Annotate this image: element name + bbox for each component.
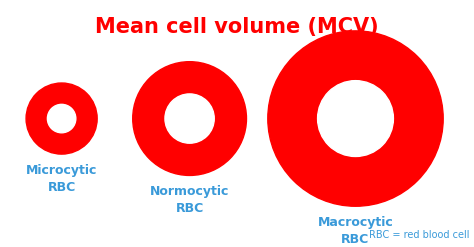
Text: Macrocytic
RBC: Macrocytic RBC — [318, 216, 393, 246]
Ellipse shape — [47, 104, 76, 133]
Ellipse shape — [133, 62, 246, 175]
Ellipse shape — [318, 81, 393, 157]
Text: Microcytic
RBC: Microcytic RBC — [26, 164, 97, 194]
Ellipse shape — [268, 31, 443, 206]
Text: RBC = red blood cell: RBC = red blood cell — [369, 230, 469, 240]
Ellipse shape — [26, 83, 97, 154]
Text: Normocytic
RBC: Normocytic RBC — [150, 185, 229, 215]
Ellipse shape — [165, 94, 214, 143]
Text: Mean cell volume (MCV): Mean cell volume (MCV) — [95, 17, 379, 37]
